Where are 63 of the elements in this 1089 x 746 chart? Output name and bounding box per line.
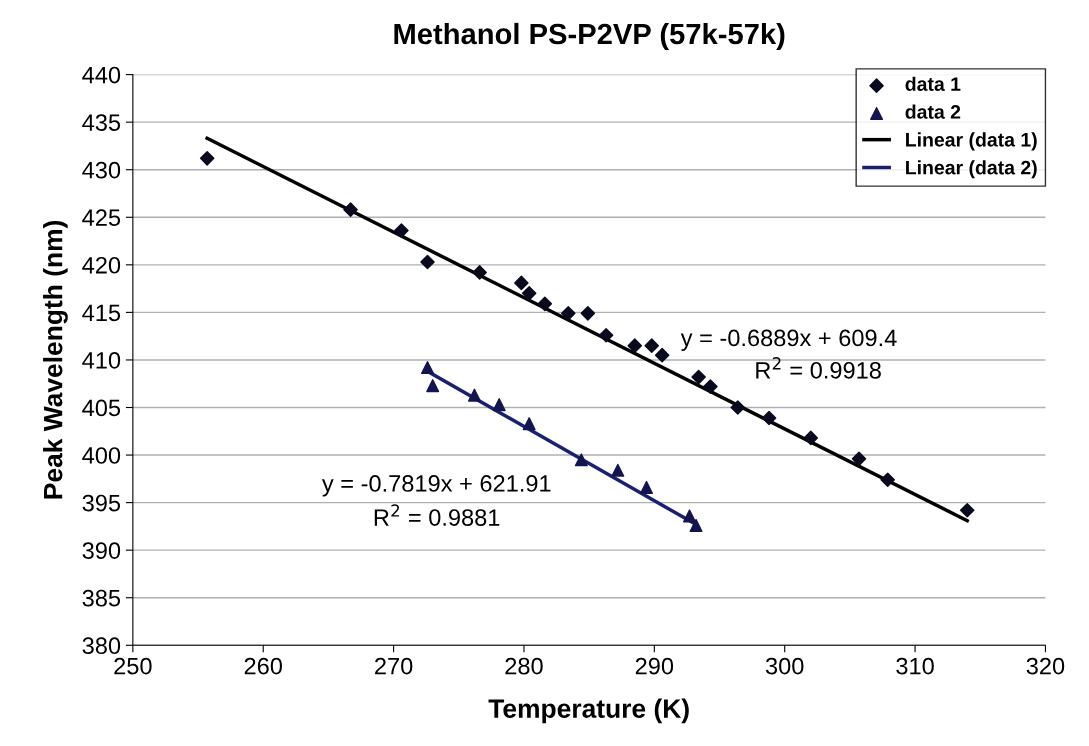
point — [691, 369, 706, 385]
point — [521, 286, 537, 301]
x-tick-label: 250 — [114, 657, 152, 675]
x-tick-label: 260 — [244, 657, 282, 675]
point — [627, 338, 643, 353]
point — [803, 430, 819, 446]
point — [492, 398, 506, 412]
y-axis-title: Peak Wavelength (nm) — [43, 220, 68, 499]
point — [420, 254, 435, 270]
point — [703, 379, 718, 394]
x-tick-label: 280 — [505, 657, 543, 675]
y-tick-label: 440 — [82, 66, 121, 84]
y-tick-label: 380 — [82, 637, 121, 655]
x-tick-label: 320 — [1026, 657, 1065, 675]
chart-title: Methanol PS-P2VP (57k-57k) — [394, 22, 785, 51]
annotation: R$^{2}$ = 0.9881 — [374, 504, 500, 526]
point — [611, 463, 625, 477]
y-tick-label: 425 — [82, 209, 121, 227]
legend-label: Linear (data 1) — [906, 132, 1037, 151]
point — [580, 306, 596, 321]
y-tick-label: 415 — [82, 304, 121, 322]
annotation: R$^{2}$ = 0.9918 — [756, 357, 881, 379]
point — [761, 410, 777, 426]
point — [394, 223, 409, 238]
y-tick-label: 385 — [82, 589, 121, 607]
x-tick-label: 270 — [375, 657, 413, 675]
y-tick-label: 420 — [82, 256, 121, 274]
point — [574, 453, 588, 467]
point — [343, 202, 358, 217]
y-tick-label: 390 — [82, 542, 121, 559]
y-tick-label: 435 — [82, 114, 121, 131]
y-tick-label: 395 — [82, 494, 121, 512]
y-tick-label: 410 — [82, 352, 121, 369]
point — [689, 518, 703, 532]
x-tick-label: 310 — [896, 657, 934, 675]
point — [472, 265, 487, 280]
point — [522, 417, 536, 431]
annotation: y = -0.6889x + 609.4 — [680, 329, 897, 351]
y-tick-label: 405 — [82, 399, 121, 417]
point — [654, 347, 670, 363]
y-tick-label: 430 — [82, 161, 121, 179]
x-tick-label: 300 — [765, 657, 804, 675]
point — [426, 379, 440, 393]
point — [644, 338, 660, 353]
point — [880, 472, 895, 488]
point — [199, 151, 215, 166]
legend-label: data 2 — [905, 104, 961, 119]
point — [598, 327, 614, 343]
point — [537, 296, 553, 312]
y-tick-label: 400 — [82, 447, 121, 464]
point — [640, 480, 654, 494]
point — [561, 306, 576, 321]
point — [959, 502, 975, 518]
x-axis-title: Temperature (K) — [488, 698, 689, 724]
point — [730, 400, 746, 415]
legend-label: data 1 — [905, 76, 961, 91]
point — [514, 275, 529, 291]
point — [467, 388, 481, 402]
legend-label: Linear (data 2) — [906, 160, 1037, 179]
point — [420, 361, 434, 375]
annotation: y = -0.7819x + 621.91 — [321, 475, 551, 497]
x-tick-label: 290 — [635, 657, 674, 675]
point — [851, 451, 867, 467]
